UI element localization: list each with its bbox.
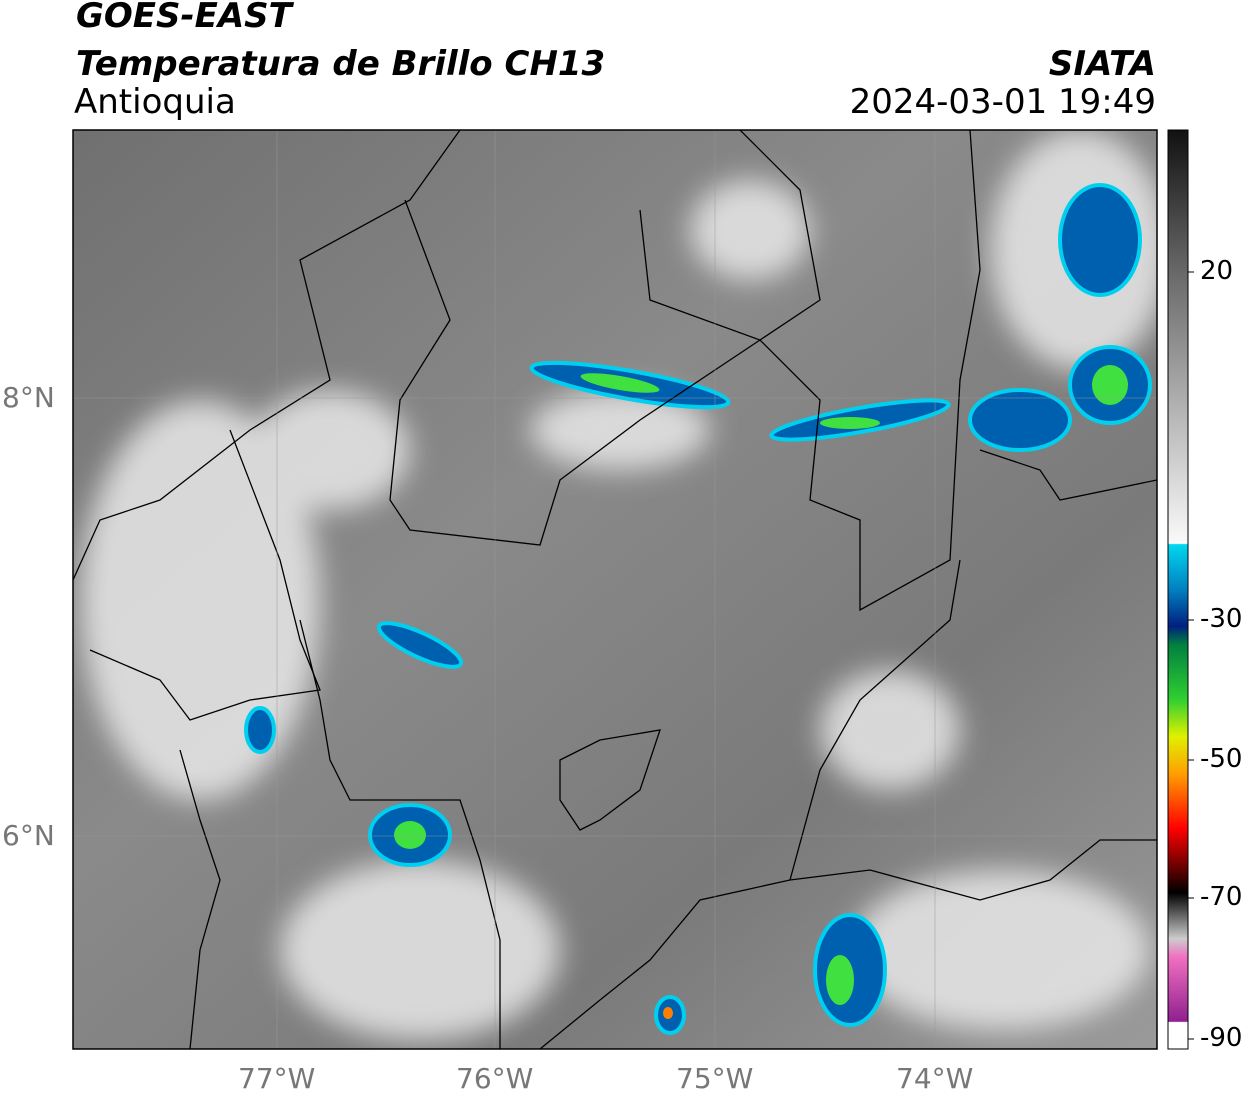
lon-label: 76°W xyxy=(456,1062,534,1095)
map-frame xyxy=(72,129,1158,1050)
lon-label: 75°W xyxy=(676,1062,754,1095)
colorbar xyxy=(1167,129,1189,1050)
colorbar-tick: 20 xyxy=(1200,256,1234,286)
region: Antioquia xyxy=(74,82,236,122)
product-title: Temperatura de Brillo CH13 xyxy=(76,44,606,84)
lon-label: 74°W xyxy=(896,1062,974,1095)
lat-label: 8°N xyxy=(2,381,55,414)
colorbar-tick: -70 xyxy=(1200,882,1243,912)
satellite-title: GOES-EAST xyxy=(76,0,292,36)
imagery xyxy=(73,130,1157,1049)
colorbar-tick: -90 xyxy=(1200,1023,1243,1053)
lat-label: 6°N xyxy=(2,819,55,852)
lon-label: 77°W xyxy=(238,1062,316,1095)
source: SIATA xyxy=(1048,44,1156,84)
colorbar-tick: -30 xyxy=(1200,604,1243,634)
datetime: 2024-03-01 19:49 xyxy=(849,82,1156,122)
colorbar-tick: -50 xyxy=(1200,744,1243,774)
